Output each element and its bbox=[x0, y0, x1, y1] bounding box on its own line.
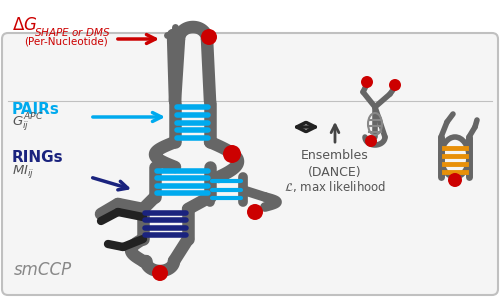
Text: SHAPE $or$ DMS: SHAPE $or$ DMS bbox=[34, 26, 110, 38]
Circle shape bbox=[448, 173, 462, 187]
Text: $G_{ij}^{APC}$: $G_{ij}^{APC}$ bbox=[12, 112, 44, 134]
Text: smCCP: smCCP bbox=[14, 261, 72, 279]
Text: Ensembles
(DANCE): Ensembles (DANCE) bbox=[301, 149, 369, 179]
Circle shape bbox=[247, 204, 263, 220]
Circle shape bbox=[152, 265, 168, 281]
Text: PAIRs: PAIRs bbox=[12, 102, 60, 116]
FancyBboxPatch shape bbox=[2, 33, 498, 295]
Circle shape bbox=[389, 79, 401, 91]
Circle shape bbox=[201, 29, 217, 45]
Circle shape bbox=[223, 145, 241, 163]
Circle shape bbox=[365, 135, 377, 147]
Text: RINGs: RINGs bbox=[12, 149, 64, 165]
Circle shape bbox=[361, 76, 373, 88]
Text: $\mathcal{L}$, max likelihood: $\mathcal{L}$, max likelihood bbox=[284, 179, 386, 194]
Text: (Per-Nucleotide): (Per-Nucleotide) bbox=[24, 36, 108, 46]
Text: $\Delta G$: $\Delta G$ bbox=[12, 16, 38, 34]
Text: $MI_{ij}$: $MI_{ij}$ bbox=[12, 162, 34, 179]
